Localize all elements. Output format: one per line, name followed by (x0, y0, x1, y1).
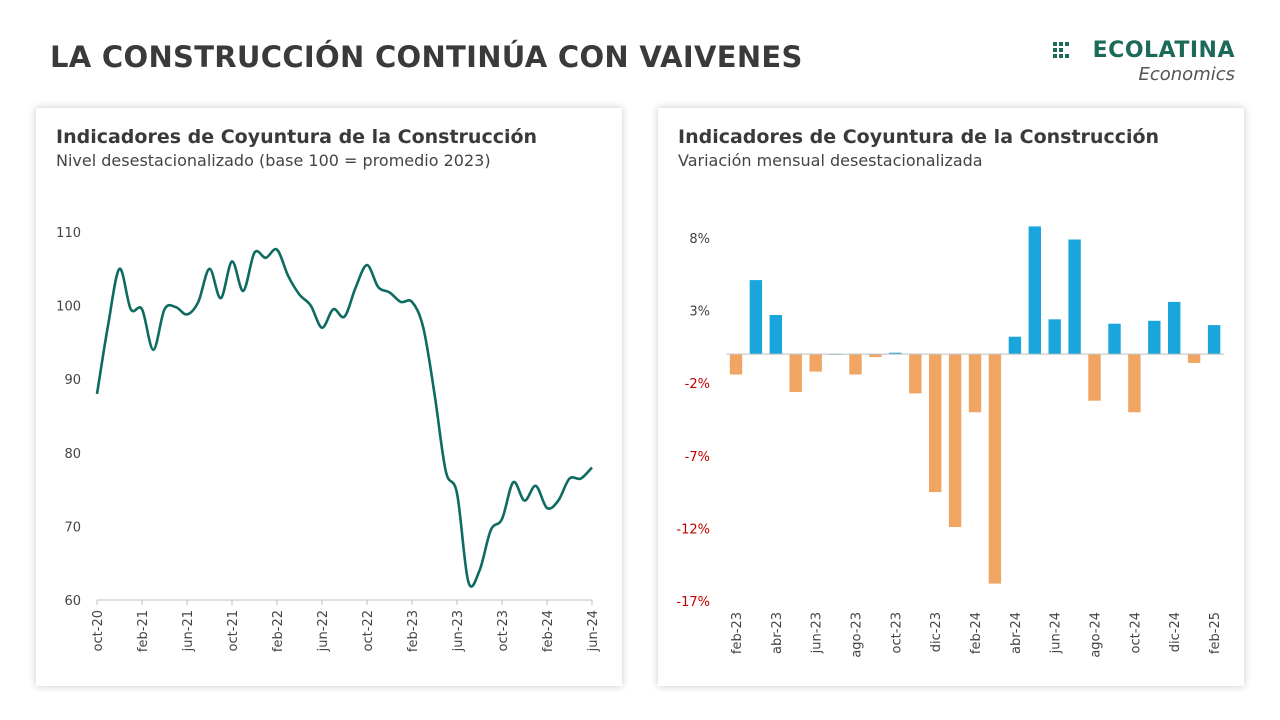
level-chart-subtitle: Nivel desestacionalizado (base 100 = pro… (56, 151, 491, 170)
variation-chart-card: Indicadores de Coyuntura de la Construcc… (658, 108, 1244, 686)
x-tick-label: jun-21 (181, 610, 196, 652)
x-tick-label: feb-22 (271, 610, 286, 652)
y-tick-label: 8% (689, 232, 710, 247)
bar-jun-23 (809, 354, 822, 372)
y-tick-label: 70 (64, 520, 81, 535)
x-tick-label: feb-25 (1208, 612, 1223, 654)
x-tick-label: abr-24 (1009, 612, 1024, 654)
y-tick-label: 110 (56, 226, 81, 241)
variation-chart-title: Indicadores de Coyuntura de la Construcc… (678, 126, 1160, 148)
x-tick-label: oct-24 (1128, 612, 1143, 653)
bar-mar-23 (749, 280, 763, 355)
x-tick-label: jun-23 (810, 612, 825, 654)
x-tick-label: feb-24 (969, 612, 984, 654)
bar-may-23 (789, 354, 802, 392)
logo-squares-icon (1053, 42, 1069, 58)
bar-abr-23 (769, 315, 782, 355)
level-line-chart: 60 70 80 90 100 110 oct-20 feb-21 jun-21 oct-21 fe… (56, 226, 601, 652)
bar-ene-24 (948, 354, 962, 527)
page-title: LA CONSTRUCCIÓN CONTINÚA CON VAIVENES (50, 40, 803, 74)
y-tick-label: -12% (676, 522, 710, 537)
brand-logo: ECOLATINA Economics (1045, 38, 1235, 86)
bar-oct-23 (889, 352, 902, 355)
bar-ago-23 (849, 354, 862, 375)
y-tick-label: 60 (64, 594, 81, 609)
x-tick-label: jun-24 (1049, 612, 1064, 654)
x-tick-label: oct-21 (226, 610, 241, 651)
x-tick-label: ago-24 (1089, 612, 1104, 658)
bar-ene-25 (1187, 354, 1201, 363)
x-tick-label: oct-23 (496, 610, 511, 651)
y-tick-label: 3% (689, 305, 710, 320)
x-tick-label: dic-23 (929, 612, 944, 652)
level-chart-title: Indicadores de Coyuntura de la Construcc… (56, 126, 538, 148)
bar-nov-24 (1148, 320, 1161, 355)
x-tick-label: abr-23 (770, 612, 785, 654)
x-tick-label: ago-23 (849, 612, 864, 658)
x-tick-label: jun-22 (316, 610, 331, 652)
y-tick-label: 80 (64, 447, 81, 462)
y-tick-label: -2% (685, 377, 710, 392)
bar-feb-25 (1207, 325, 1221, 355)
y-tick-label: 100 (56, 300, 81, 315)
bar-sep-23 (869, 354, 882, 358)
bar-dic-23 (929, 354, 942, 493)
bar-may-24 (1028, 226, 1041, 355)
bar-sep-24 (1108, 323, 1121, 355)
bar-jul-24 (1068, 239, 1081, 355)
series-line (95, 247, 593, 588)
level-chart-card: Indicadores de Coyuntura de la Construcc… (36, 108, 622, 686)
y-tick-label: -7% (685, 450, 710, 465)
x-tick-label: jun-23 (451, 610, 466, 652)
brand-name: ECOLATINA (1092, 38, 1235, 63)
x-tick-label: feb-23 (406, 610, 421, 652)
x-tick-label: oct-23 (889, 612, 904, 653)
bar-oct-24 (1128, 354, 1141, 413)
y-tick-label: -17% (676, 595, 710, 610)
x-tick-label: dic-24 (1168, 612, 1183, 652)
bar-dic-24 (1168, 301, 1181, 355)
x-tick-label: oct-20 (91, 610, 106, 651)
bar-jun-24 (1048, 319, 1061, 355)
x-tick-label: oct-22 (361, 610, 376, 651)
x-tick-label: feb-21 (136, 610, 151, 652)
bar-mar-24 (988, 354, 1002, 584)
x-tick-label: feb-24 (541, 610, 556, 652)
bar-nov-23 (909, 354, 922, 394)
x-tick-label: jun-24 (586, 610, 601, 652)
brand-subtitle: Economics (1138, 64, 1235, 85)
y-tick-label: 90 (64, 373, 81, 388)
variation-chart-subtitle: Variación mensual desestacionalizada (678, 151, 983, 170)
bar-feb-23 (729, 354, 743, 375)
x-tick-label: feb-23 (730, 612, 745, 654)
variation-bar-chart: 8% 3% -2% -7% -12% -17% feb-23 abr-23 jun-23 ago-… (676, 226, 1224, 658)
bar-ago-24 (1088, 354, 1101, 401)
bar-abr-24 (1008, 336, 1022, 355)
bar-feb-24 (968, 354, 982, 413)
